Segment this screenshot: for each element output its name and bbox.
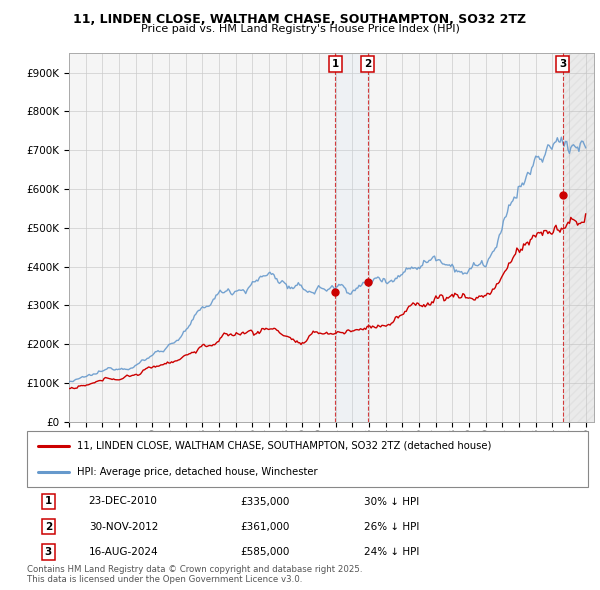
Text: 26% ↓ HPI: 26% ↓ HPI <box>364 522 419 532</box>
Text: 24% ↓ HPI: 24% ↓ HPI <box>364 547 419 556</box>
Text: 1: 1 <box>44 497 52 506</box>
Text: 11, LINDEN CLOSE, WALTHAM CHASE, SOUTHAMPTON, SO32 2TZ (detached house): 11, LINDEN CLOSE, WALTHAM CHASE, SOUTHAM… <box>77 441 492 451</box>
Bar <box>335 53 368 422</box>
Text: 16-AUG-2024: 16-AUG-2024 <box>89 547 158 556</box>
Text: 2: 2 <box>44 522 52 532</box>
Text: HPI: Average price, detached house, Winchester: HPI: Average price, detached house, Winc… <box>77 467 318 477</box>
Text: 3: 3 <box>44 547 52 556</box>
Text: Price paid vs. HM Land Registry's House Price Index (HPI): Price paid vs. HM Land Registry's House … <box>140 24 460 34</box>
Text: Contains HM Land Registry data © Crown copyright and database right 2025.
This d: Contains HM Land Registry data © Crown c… <box>27 565 362 584</box>
Text: 30-NOV-2012: 30-NOV-2012 <box>89 522 158 532</box>
Text: £361,000: £361,000 <box>240 522 290 532</box>
Text: £585,000: £585,000 <box>240 547 290 556</box>
Text: 1: 1 <box>332 59 339 69</box>
Text: 23-DEC-2010: 23-DEC-2010 <box>89 497 158 506</box>
FancyBboxPatch shape <box>27 431 588 487</box>
Text: 30% ↓ HPI: 30% ↓ HPI <box>364 497 419 506</box>
Text: £335,000: £335,000 <box>240 497 290 506</box>
Text: 11, LINDEN CLOSE, WALTHAM CHASE, SOUTHAMPTON, SO32 2TZ: 11, LINDEN CLOSE, WALTHAM CHASE, SOUTHAM… <box>73 13 527 26</box>
Bar <box>563 53 600 422</box>
Text: 2: 2 <box>364 59 371 69</box>
Text: 3: 3 <box>559 59 566 69</box>
